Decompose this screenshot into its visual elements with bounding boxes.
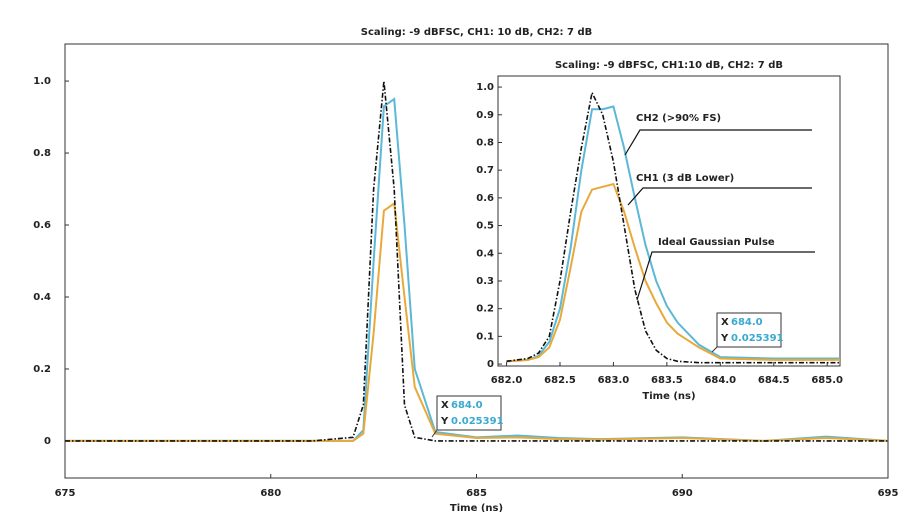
readout-y-label: Y: [440, 416, 449, 427]
x-axis-label: Time (ns): [642, 391, 695, 402]
y-tick-label: 0.4: [33, 292, 51, 303]
leaders: [624, 129, 815, 301]
x-tick-label: 685.0: [811, 375, 843, 386]
readout-box: [716, 312, 782, 348]
series-line: [506, 90, 840, 364]
y-tick-label: 1.0: [476, 82, 494, 93]
readout-leader: [711, 346, 718, 353]
readout-y-value: 0.025391: [451, 416, 504, 427]
y-tick-label: 0.1: [476, 331, 494, 342]
x-tick-label: 684.5: [758, 375, 790, 386]
y-tick-label: 0.9: [476, 110, 494, 121]
readout-x-value: 684.0: [731, 317, 763, 328]
main-plot: Scaling: -9 dBFSC, CH1: 10 dB, CH2: 7 dB…: [33, 27, 898, 512]
readout-box: [436, 395, 502, 431]
y-tick-label: 0.3: [476, 276, 494, 287]
y-tick-label: 0.8: [476, 137, 494, 148]
series-callout: CH2 (>90% FS): [636, 113, 721, 124]
leader-line: [624, 129, 812, 156]
x-tick-label: 683.0: [598, 375, 630, 386]
chart-title: Scaling: -9 dBFSC, CH1:10 dB, CH2: 7 dB: [555, 60, 783, 71]
y-tick-label: 0.6: [476, 193, 494, 204]
readout-leader: [431, 429, 438, 438]
y-tick-label: 0: [44, 436, 51, 447]
readout-x-label: X: [441, 400, 449, 411]
series-callout: CH1 (3 dB Lower): [636, 173, 734, 184]
x-tick-label: 682.5: [544, 375, 576, 386]
leader-line: [636, 251, 815, 301]
y-tick-label: 0.2: [33, 364, 51, 375]
x-tick-label: 675: [55, 488, 76, 499]
y-tick-label: 0.8: [33, 148, 51, 159]
readout-x-label: X: [721, 317, 729, 328]
y-tick-label: 0.5: [476, 221, 494, 232]
x-tick-label: 695: [878, 488, 899, 499]
inset-plot: Scaling: -9 dBFSC, CH1:10 dB, CH2: 7 dB T…: [476, 60, 843, 402]
x-tick-label: 680: [260, 488, 281, 499]
x-axis-label: Time (ns): [450, 503, 503, 512]
series-line: [506, 182, 840, 363]
readout-y-label: Y: [720, 333, 729, 344]
x-tick-label: 684.0: [704, 375, 736, 386]
y-tick-label: 0: [487, 359, 494, 370]
series-line: [506, 105, 840, 363]
series-callout: Ideal Gaussian Pulse: [658, 237, 775, 248]
y-tick-label: 1.0: [33, 76, 51, 87]
series-line: [65, 80, 888, 442]
x-tick-label: 682.0: [491, 375, 523, 386]
y-tick-label: 0.4: [476, 248, 494, 259]
y-tick-label: 0.6: [33, 220, 51, 231]
x-tick-label: 683.5: [651, 375, 683, 386]
readout-y-value: 0.025391: [731, 333, 784, 344]
chart-title: Scaling: -9 dBFSC, CH1: 10 dB, CH2: 7 dB: [361, 27, 592, 38]
plot-area: [497, 75, 841, 367]
leader-line: [627, 187, 812, 206]
x-tick-label: 690: [672, 488, 693, 499]
y-tick-label: 0.2: [476, 304, 494, 315]
y-tick-label: 0.7: [476, 165, 494, 176]
x-tick-label: 685: [466, 488, 487, 499]
readout-x-value: 684.0: [451, 400, 483, 411]
